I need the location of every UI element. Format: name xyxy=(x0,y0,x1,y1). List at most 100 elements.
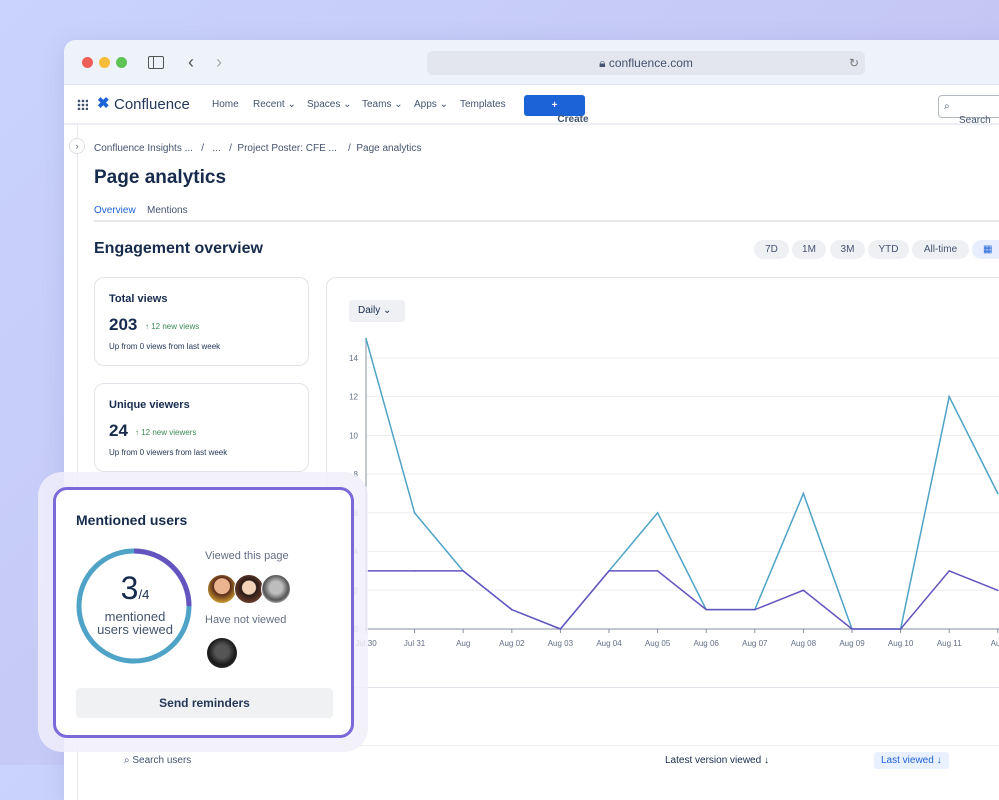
data-point xyxy=(948,395,950,398)
reload-icon[interactable]: ↻ xyxy=(848,56,859,70)
close-window-button[interactable] xyxy=(82,57,93,68)
x-tick-label: Aug 04 xyxy=(596,639,622,648)
calendar-icon[interactable]: ▦ xyxy=(972,240,999,259)
nav-templates[interactable]: Templates xyxy=(460,99,506,110)
nav-apps-label: Apps xyxy=(414,99,437,110)
x-tick-label: Aug 03 xyxy=(548,639,574,648)
sidebar-divider xyxy=(77,125,78,800)
nav-recent-label: Recent xyxy=(253,99,285,110)
x-tick-label: Jul 31 xyxy=(404,639,426,648)
data-point xyxy=(851,628,853,630)
x-tick-label: Aug xyxy=(991,639,999,648)
stat-delta: 12 new viewers xyxy=(141,428,197,437)
x-tick-label: Aug 02 xyxy=(499,639,525,648)
nav-teams-label: Teams xyxy=(362,99,392,110)
range-1m-button[interactable]: 1M xyxy=(792,240,826,259)
stat-delta: 12 new views xyxy=(151,322,200,331)
donut-not-viewed-arc xyxy=(76,548,192,664)
viewed-label: Viewed this page xyxy=(205,550,289,562)
y-tick-label: 12 xyxy=(349,393,358,402)
forward-icon[interactable]: › xyxy=(216,52,222,72)
table-divider xyxy=(94,745,999,746)
data-point xyxy=(413,570,416,572)
nav-spaces-label: Spaces xyxy=(307,99,341,110)
create-button[interactable]: + Create xyxy=(524,95,589,125)
data-point xyxy=(802,492,805,495)
x-tick-label: Aug 08 xyxy=(791,639,817,648)
stat-note: Up from 0 views from last week xyxy=(109,342,221,351)
data-point xyxy=(997,589,999,592)
maximize-window-button[interactable] xyxy=(116,57,127,68)
x-tick-label: Aug 11 xyxy=(937,639,962,648)
nav-recent[interactable]: Recent ⌄ xyxy=(253,99,296,110)
series-line-1 xyxy=(366,570,999,630)
data-point xyxy=(948,570,950,572)
avatar[interactable] xyxy=(207,574,237,604)
breadcrumb-item[interactable]: ... xyxy=(212,143,221,154)
y-tick-label: 10 xyxy=(349,431,358,440)
tabs-divider xyxy=(94,220,999,222)
y-tick-label: 14 xyxy=(349,354,358,363)
top-nav: ✖ Confluence Home Recent ⌄ Spaces ⌄ Team… xyxy=(64,85,999,126)
data-point xyxy=(656,570,659,572)
granularity-value: Daily xyxy=(358,305,381,316)
nav-apps[interactable]: Apps ⌄ xyxy=(414,99,448,110)
stat-card-total-views: Total views 203 ↑ 12 new views Up from 0… xyxy=(94,277,309,366)
address-bar[interactable]: 🔒︎ confluence.com ↻ xyxy=(427,51,865,75)
viewed-count: 3 xyxy=(120,570,139,606)
x-tick-label: Aug 09 xyxy=(839,639,865,648)
search-users-input[interactable]: ⌕ Search users xyxy=(124,755,191,766)
search-placeholder: Search xyxy=(959,115,991,126)
arrow-up-icon: ↑ xyxy=(135,428,142,437)
breadcrumb-item[interactable]: Confluence Insights ... xyxy=(94,143,193,154)
range-ytd-button[interactable]: YTD xyxy=(868,240,909,259)
data-point xyxy=(413,512,416,514)
nav-spaces[interactable]: Spaces ⌄ xyxy=(307,99,352,110)
viewed-donut xyxy=(76,548,192,664)
breadcrumb-item[interactable]: Page analytics xyxy=(356,143,422,154)
chart-card: Daily ⌄ xyxy=(326,277,999,688)
x-tick-label: Aug 06 xyxy=(694,639,720,648)
x-tick-label: Aug 07 xyxy=(742,639,768,648)
mentioned-users-title: Mentioned users xyxy=(76,512,188,528)
not-viewed-label: Have not viewed xyxy=(205,614,287,626)
caption-line: mentioned xyxy=(104,609,166,624)
sidebar-toggle-icon[interactable] xyxy=(148,56,164,69)
avatar[interactable] xyxy=(207,638,237,668)
lock-icon: 🔒︎ xyxy=(599,56,609,70)
range-alltime-button[interactable]: All-time xyxy=(912,240,969,259)
data-point xyxy=(365,337,367,340)
data-point xyxy=(656,512,659,514)
app-switcher-icon[interactable] xyxy=(77,99,88,110)
send-reminders-button[interactable]: Send reminders xyxy=(76,688,333,718)
confluence-logo-icon: ✖ xyxy=(97,95,110,112)
search-input[interactable]: ⌕ Search xyxy=(938,95,999,126)
avatar[interactable] xyxy=(261,574,291,604)
granularity-select[interactable]: Daily ⌄ xyxy=(349,300,405,322)
x-tick-label: Aug 10 xyxy=(888,639,914,648)
brand-name[interactable]: Confluence xyxy=(114,96,190,113)
data-point xyxy=(608,570,610,572)
section-title: Engagement overview xyxy=(94,240,263,257)
breadcrumb-item[interactable]: Project Poster: CFE ... xyxy=(237,143,337,154)
stat-value: 203 xyxy=(109,315,138,334)
expand-sidebar-button[interactable]: › xyxy=(69,138,85,154)
data-point xyxy=(511,608,513,611)
back-icon[interactable]: ‹ xyxy=(188,52,194,72)
nav-home[interactable]: Home xyxy=(212,99,239,110)
minimize-window-button[interactable] xyxy=(99,57,110,68)
avatar[interactable] xyxy=(234,574,264,604)
tab-mentions[interactable]: Mentions xyxy=(147,205,188,216)
stat-title: Total views xyxy=(109,293,168,305)
data-point xyxy=(899,628,902,630)
column-latest-version-viewed[interactable]: Latest version viewed ↓ xyxy=(665,755,769,766)
search-icon: ⌕ xyxy=(124,755,133,766)
data-point xyxy=(559,628,562,630)
range-3m-button[interactable]: 3M xyxy=(830,240,865,259)
data-point xyxy=(705,608,707,611)
x-tick-label: Aug xyxy=(456,639,470,648)
range-7d-button[interactable]: 7D xyxy=(754,240,789,259)
column-last-viewed[interactable]: Last viewed ↓ xyxy=(874,752,949,769)
nav-teams[interactable]: Teams ⌄ xyxy=(362,99,403,110)
